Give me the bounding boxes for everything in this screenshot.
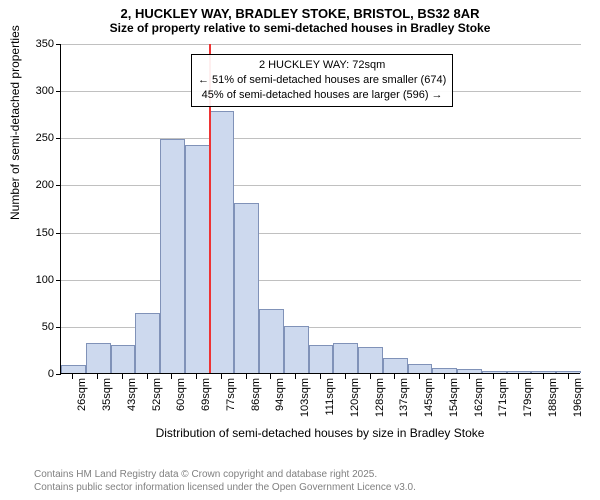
xtick-mark — [345, 374, 346, 379]
annotation-line-2: ← 51% of semi-detached houses are smalle… — [198, 73, 446, 88]
ytick-label: 100 — [24, 274, 54, 286]
histogram-bar — [432, 368, 457, 373]
xtick-mark — [419, 374, 420, 379]
footer-line-2: Contains public sector information licen… — [34, 482, 416, 495]
ytick-label: 300 — [24, 85, 54, 97]
ytick-label: 150 — [24, 227, 54, 239]
ytick-label: 350 — [24, 38, 54, 50]
footer-attribution: Contains HM Land Registry data © Crown c… — [34, 469, 416, 494]
xtick-mark — [370, 374, 371, 379]
xtick-label: 120sqm — [349, 378, 361, 426]
histogram-bar — [284, 326, 309, 373]
xtick-mark — [171, 374, 172, 379]
xtick-label: 77sqm — [225, 378, 237, 426]
ytick-label: 50 — [24, 321, 54, 333]
xtick-label: 103sqm — [299, 378, 311, 426]
histogram-bar — [61, 365, 86, 373]
title-line-2: Size of property relative to semi-detach… — [10, 21, 590, 35]
xtick-mark — [444, 374, 445, 379]
histogram-bar — [457, 369, 482, 373]
histogram-bar — [358, 347, 383, 373]
xtick-label: 52sqm — [151, 378, 163, 426]
footer-line-1: Contains HM Land Registry data © Crown c… — [34, 469, 416, 482]
xtick-label: 145sqm — [423, 378, 435, 426]
xtick-label: 111sqm — [324, 378, 336, 426]
xtick-label: 94sqm — [274, 378, 286, 426]
xtick-mark — [320, 374, 321, 379]
histogram-bar — [135, 313, 160, 373]
xtick-mark — [469, 374, 470, 379]
xtick-mark — [295, 374, 296, 379]
xtick-mark — [518, 374, 519, 379]
histogram-bar — [531, 371, 556, 373]
histogram-bar — [234, 203, 259, 373]
histogram-bar — [309, 345, 334, 373]
annotation-line-1: 2 HUCKLEY WAY: 72sqm — [198, 58, 446, 73]
annotation-line-3: 45% of semi-detached houses are larger (… — [198, 88, 446, 103]
xtick-mark — [394, 374, 395, 379]
chart-title-area: 2, HUCKLEY WAY, BRADLEY STOKE, BRISTOL, … — [0, 0, 600, 37]
xtick-label: 171sqm — [497, 378, 509, 426]
xtick-mark — [246, 374, 247, 379]
histogram-bar — [556, 371, 581, 373]
annotation-box: 2 HUCKLEY WAY: 72sqm← 51% of semi-detach… — [191, 54, 453, 107]
xtick-label: 128sqm — [374, 378, 386, 426]
ytick-label: 250 — [24, 132, 54, 144]
histogram-bar — [507, 371, 532, 373]
xtick-label: 188sqm — [547, 378, 559, 426]
histogram-bar — [160, 139, 185, 373]
ytick-mark — [56, 374, 61, 375]
xtick-mark — [147, 374, 148, 379]
xtick-label: 35sqm — [101, 378, 113, 426]
histogram-bar — [259, 309, 284, 373]
histogram-bar — [383, 358, 408, 373]
xtick-label: 196sqm — [572, 378, 584, 426]
histogram-bar — [482, 371, 507, 373]
xtick-label: 154sqm — [448, 378, 460, 426]
xtick-label: 26sqm — [76, 378, 88, 426]
xtick-label: 43sqm — [126, 378, 138, 426]
xtick-label: 60sqm — [175, 378, 187, 426]
x-axis-label: Distribution of semi-detached houses by … — [60, 426, 580, 440]
histogram-bar — [210, 111, 235, 373]
xtick-mark — [221, 374, 222, 379]
histogram-bar — [86, 343, 111, 373]
histogram-bar — [111, 345, 136, 373]
xtick-mark — [543, 374, 544, 379]
xtick-mark — [97, 374, 98, 379]
xtick-mark — [568, 374, 569, 379]
xtick-mark — [270, 374, 271, 379]
xtick-label: 137sqm — [398, 378, 410, 426]
ytick-label: 200 — [24, 179, 54, 191]
xtick-mark — [72, 374, 73, 379]
xtick-mark — [122, 374, 123, 379]
plot-region: 2 HUCKLEY WAY: 72sqm← 51% of semi-detach… — [60, 44, 580, 374]
histogram-bar — [408, 364, 433, 373]
xtick-label: 179sqm — [522, 378, 534, 426]
xtick-label: 162sqm — [473, 378, 485, 426]
y-axis-label: Number of semi-detached properties — [8, 25, 22, 220]
ytick-label: 0 — [24, 368, 54, 380]
xtick-label: 86sqm — [250, 378, 262, 426]
xtick-mark — [493, 374, 494, 379]
chart-area: 2 HUCKLEY WAY: 72sqm← 51% of semi-detach… — [60, 44, 580, 404]
xtick-mark — [196, 374, 197, 379]
histogram-bar — [185, 145, 210, 373]
xtick-label: 69sqm — [200, 378, 212, 426]
histogram-bar — [333, 343, 358, 373]
title-line-1: 2, HUCKLEY WAY, BRADLEY STOKE, BRISTOL, … — [10, 6, 590, 21]
